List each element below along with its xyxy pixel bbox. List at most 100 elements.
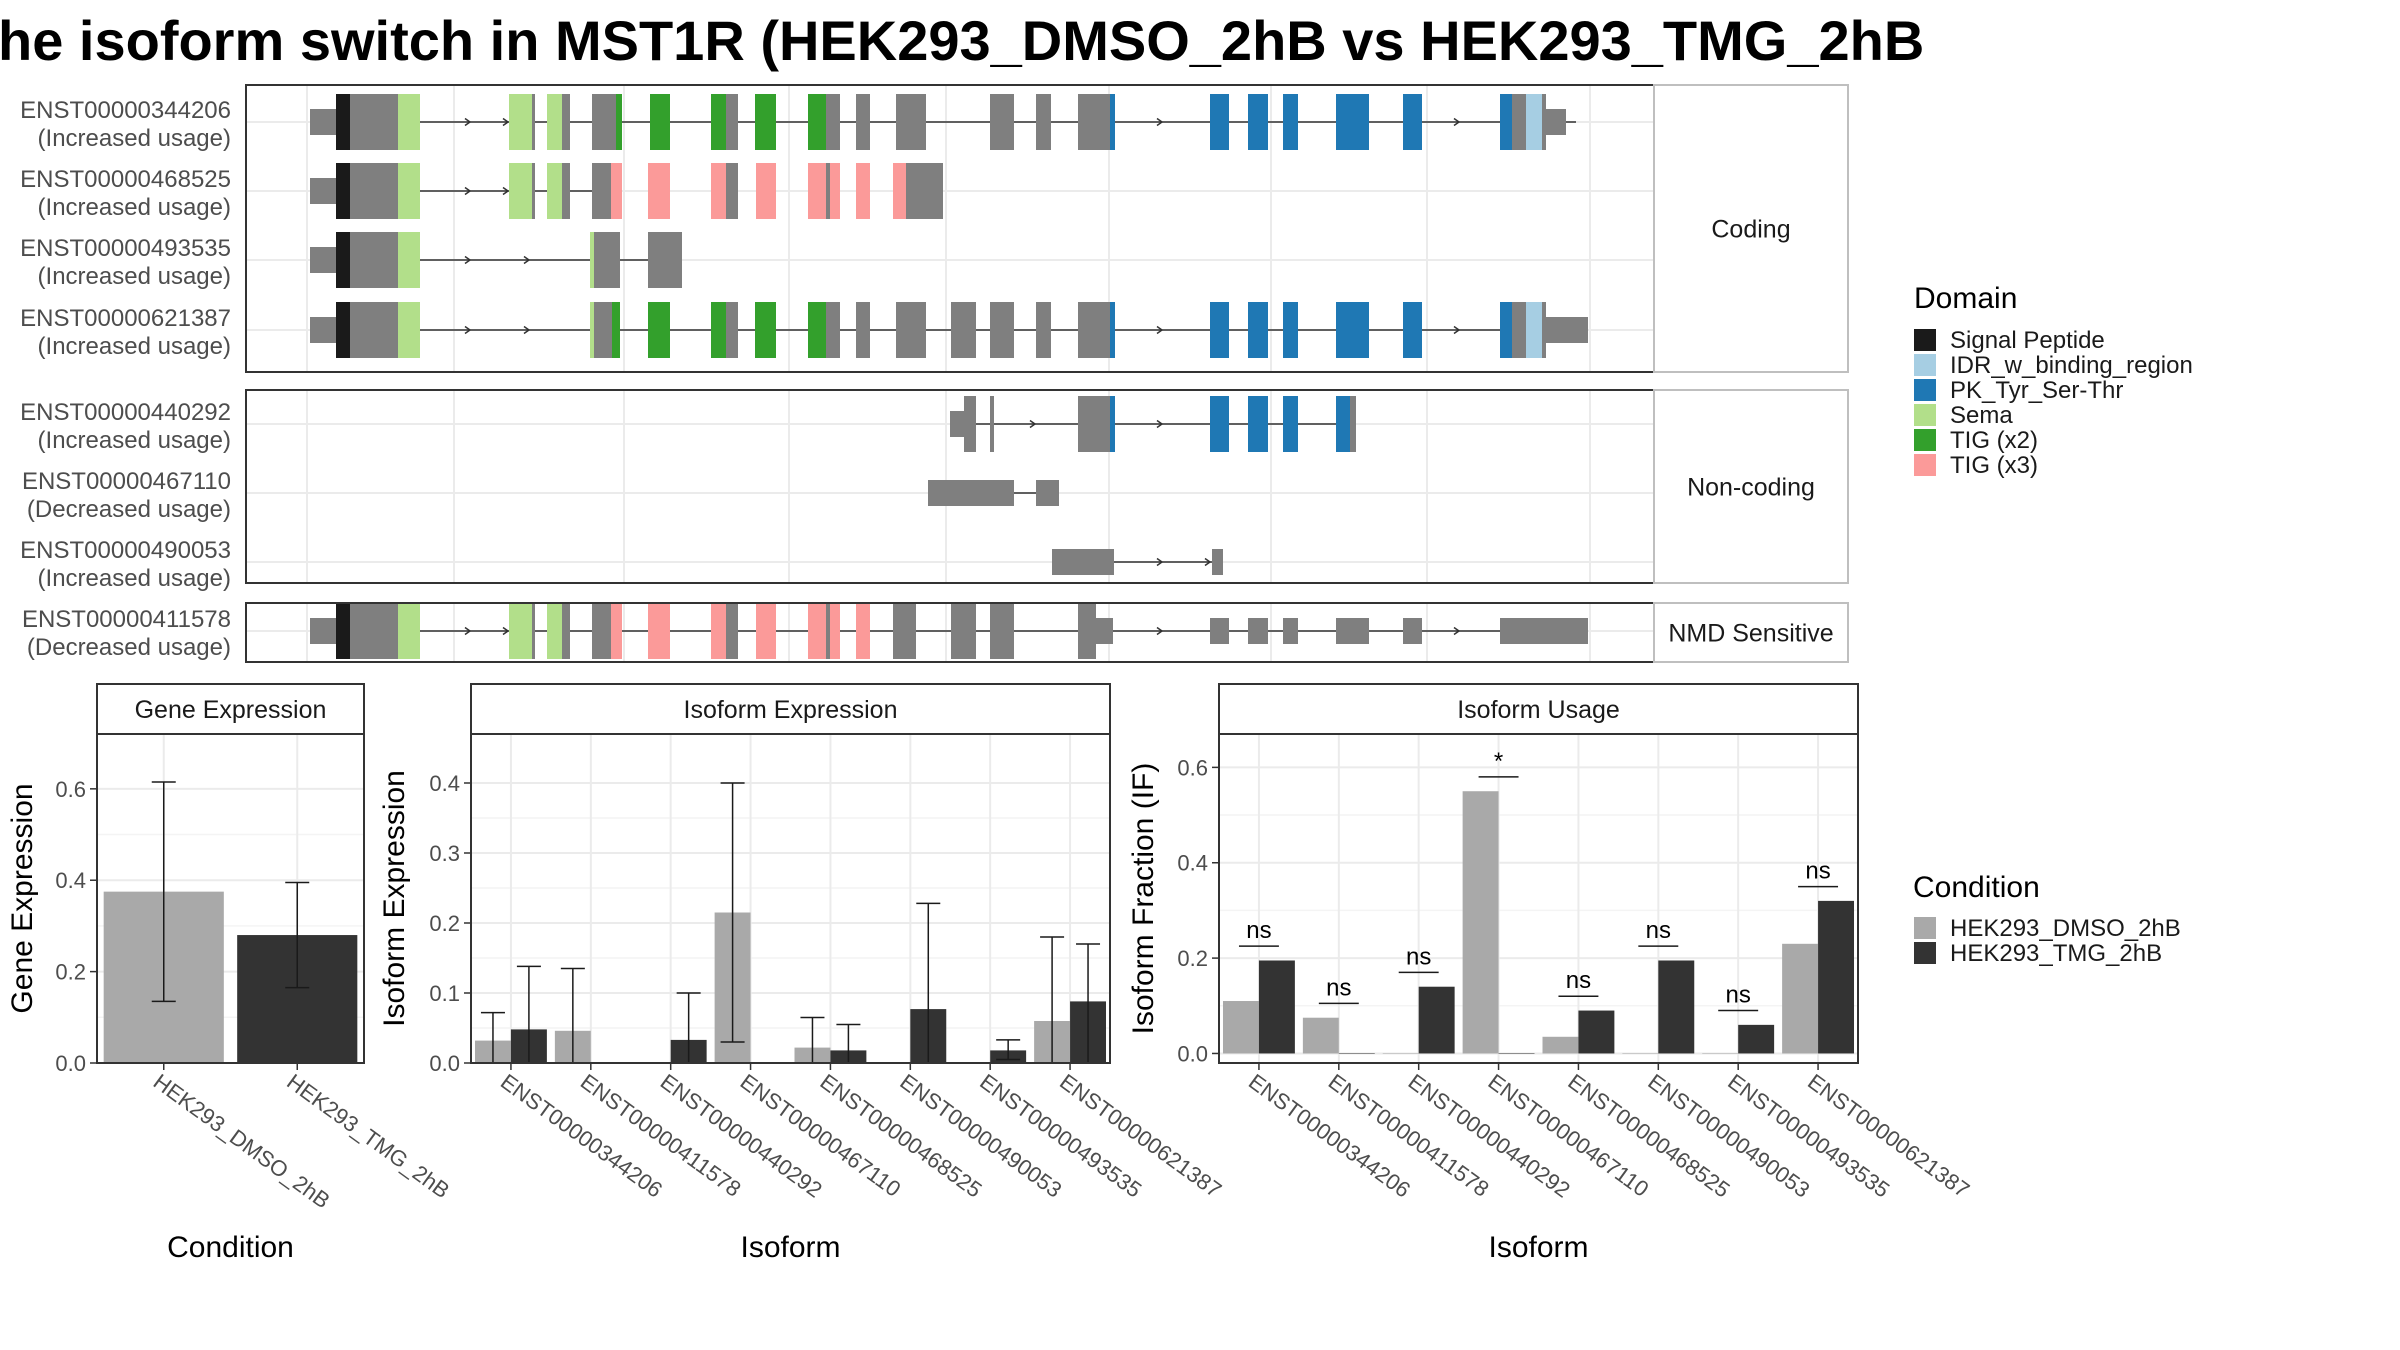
coding-exon [826,603,830,659]
domain-segment [808,302,826,358]
domain-segment [1283,302,1298,358]
direction-arrow [1029,419,1037,429]
legends: Domain Signal PeptideIDR_w_binding_region… [1913,282,2193,967]
coding-exon [350,232,398,288]
legend-label: Sema [1950,402,2013,429]
coding-exon [1036,302,1051,358]
domain-segment [547,94,562,150]
coding-exon [350,603,398,659]
legend-key [1914,354,1936,376]
significance-label: * [1494,748,1503,775]
direction-arrow [1453,117,1461,127]
domain-segment [611,163,622,219]
utr-block [310,178,336,204]
coding-exon [1078,603,1096,659]
isoform-usage-label: (Increased usage) [38,565,231,592]
significance-label: ns [1326,974,1351,1001]
coding-exon [826,302,840,358]
coding-exon [1512,94,1526,150]
domain-segment [547,603,562,659]
legend-label: TIG (x3) [1950,452,2038,479]
domain-segment [756,163,776,219]
utr-block [1336,618,1369,644]
domain-segment [711,603,726,659]
bar [1818,900,1855,1054]
domain-segment [1526,94,1542,150]
domain-segment [1403,94,1422,150]
utr-block [1283,618,1298,644]
isoform-usage-label: (Decreased usage) [27,634,231,661]
domain-segment [1248,94,1268,150]
domain-segment [590,232,594,288]
coding-exon [990,94,1014,150]
bar [1338,1053,1375,1054]
domain-segment [336,163,350,219]
direction-arrow [523,255,531,265]
y-tick-label: 0.2 [429,911,460,936]
coding-exon [592,603,611,659]
utr-block [310,247,336,273]
coding-exon [1078,94,1110,150]
bar [1578,1010,1615,1054]
direction-arrow [464,626,472,636]
domain-segment [547,163,562,219]
x-axis-title: Isoform [1488,1231,1588,1264]
domain-segment [509,603,532,659]
utr-block [1036,480,1059,506]
facet-strip [1653,602,1849,663]
coding-exon [350,302,398,358]
direction-arrow [1453,626,1461,636]
domain-legend-title: Domain [1914,282,2017,315]
significance-label: ns [1246,917,1271,944]
direction-arrow [1204,557,1212,567]
legend-key [1914,454,1936,476]
domain-segment [755,302,776,358]
y-axis-title: Gene Expression [6,783,39,1013]
y-tick-label: 0.6 [1177,755,1208,780]
direction-arrow [502,186,510,196]
y-tick-label: 0.3 [429,841,460,866]
coding-exon [826,94,840,150]
isoform-id-label: ENST00000490053 [20,537,231,564]
domain-segment [808,603,826,659]
coding-exon [594,232,620,288]
legend-key [1914,379,1936,401]
isoform-usage-label: (Increased usage) [38,263,231,290]
y-tick-label: 0.0 [429,1051,460,1076]
plot-background [471,734,1110,1063]
coding-exon [990,603,1014,659]
coding-exon [1542,302,1546,358]
domain-segment [616,94,622,150]
coding-exon [648,232,682,288]
coding-exon [726,302,738,358]
coding-exon [1036,94,1051,150]
coding-exon [562,94,570,150]
y-tick-label: 0.2 [1177,946,1208,971]
legend-label: PK_Tyr_Ser-Thr [1950,377,2123,404]
utr-block [1052,549,1114,575]
bar [1622,1053,1659,1054]
domain-segment [509,94,532,150]
facet-strip [1653,389,1849,584]
isoform-usage-label: (Increased usage) [38,333,231,360]
utr-block [310,317,336,343]
coding-exon [896,94,926,150]
coding-exon [990,396,994,452]
bar [1782,943,1819,1054]
coding-exon [350,94,398,150]
domain-segment [1110,396,1115,452]
y-tick-label: 0.1 [429,981,460,1006]
y-tick-label: 0.4 [1177,851,1208,876]
domain-segment [336,302,350,358]
coding-exon [990,302,1014,358]
utr-block [1546,317,1588,343]
legend-label: TIG (x2) [1950,427,2038,454]
significance-label: ns [1805,858,1830,885]
direction-arrow [1156,325,1164,335]
direction-arrow [464,117,472,127]
direction-arrow [464,186,472,196]
isoform-id-label: ENST00000411578 [22,606,231,633]
coding-exon [1078,302,1110,358]
domain-segment [1248,302,1268,358]
